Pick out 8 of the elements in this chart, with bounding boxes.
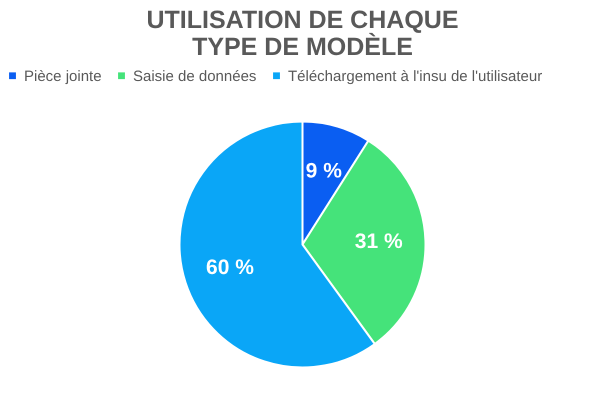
legend-label: Téléchargement à l'insu de l'utilisateur	[288, 68, 542, 85]
data-label: 60 %	[206, 256, 254, 280]
text: UTILISATION DE CHAQUE	[146, 6, 459, 34]
legend-label: Pièce jointe	[24, 68, 102, 85]
text: TYPE DE MODÈLE	[192, 33, 413, 61]
legend-label: Saisie de données	[133, 68, 256, 85]
data-label: 31 %	[354, 230, 403, 254]
data-label: 9 %	[306, 159, 342, 182]
